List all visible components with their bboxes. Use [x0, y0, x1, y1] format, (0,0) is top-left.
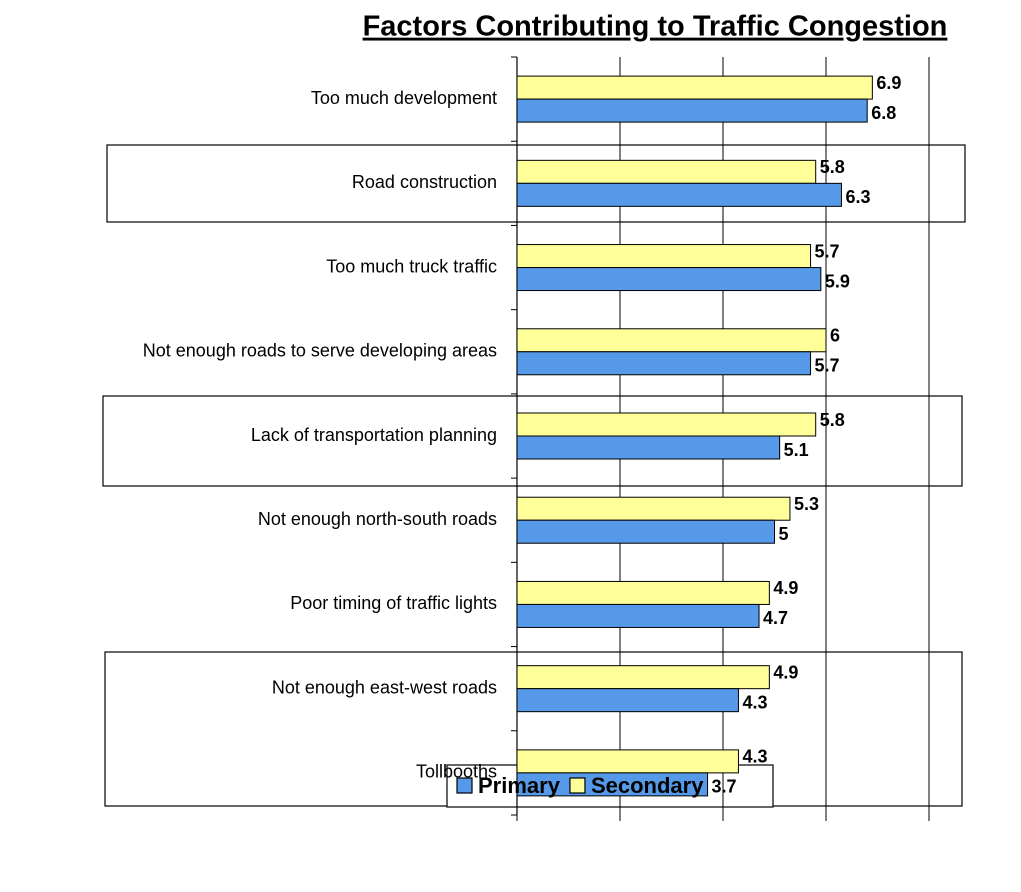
data-label: 5.7 [815, 241, 840, 261]
legend-label: Secondary [591, 773, 704, 798]
bar [516, 749, 739, 774]
data-label: 4.9 [773, 662, 798, 682]
data-label: 5.9 [825, 271, 850, 291]
bar [516, 328, 827, 353]
data-label: 4.3 [742, 747, 767, 767]
bar [516, 98, 868, 123]
data-label: 5.3 [794, 494, 819, 514]
bar [516, 159, 817, 184]
data-label: 4.9 [773, 578, 798, 598]
bar [516, 75, 873, 100]
y-tick-label: Poor timing of traffic lights [290, 593, 497, 613]
bar [516, 580, 770, 605]
data-label: 5.8 [820, 157, 845, 177]
bar [516, 351, 812, 376]
data-label: 5.7 [815, 356, 840, 376]
y-tick-label: Not enough north-south roads [258, 509, 497, 529]
y-tick-label: Too much development [311, 88, 497, 108]
data-label: 6.9 [876, 73, 901, 93]
y-tick-label: Road construction [352, 172, 497, 192]
data-label: 6 [830, 326, 840, 346]
y-tick-label: Too much truck traffic [326, 256, 497, 276]
bar [516, 267, 822, 292]
highlight-box [106, 144, 966, 223]
data-label: 5.8 [820, 410, 845, 430]
data-label: 6.3 [845, 187, 870, 207]
y-tick-label: Not enough east-west roads [272, 677, 497, 697]
bar [516, 688, 739, 713]
data-label: 4.3 [742, 692, 767, 712]
bar [516, 772, 709, 797]
bar [516, 435, 781, 460]
highlight-box [102, 395, 963, 487]
bar [516, 244, 812, 269]
bar [516, 519, 775, 544]
legend-swatch [569, 777, 586, 794]
bar [516, 665, 770, 690]
data-label: 6.8 [871, 103, 896, 123]
chart-title: Factors Contributing to Traffic Congesti… [363, 11, 948, 43]
data-label: 5.1 [784, 440, 809, 460]
legend-label: Primary [478, 773, 561, 798]
bar [516, 182, 842, 207]
bar [516, 496, 791, 521]
y-tick-label: Not enough roads to serve developing are… [143, 341, 497, 361]
bar [516, 412, 817, 437]
data-label: 4.7 [763, 608, 788, 628]
data-label: 3.7 [712, 777, 737, 797]
y-tick-label: Lack of transportation planning [251, 425, 497, 445]
data-label: 5 [779, 524, 789, 544]
bar [516, 603, 760, 628]
legend-swatch [456, 777, 473, 794]
y-tick-label: Tollbooths [416, 762, 497, 782]
